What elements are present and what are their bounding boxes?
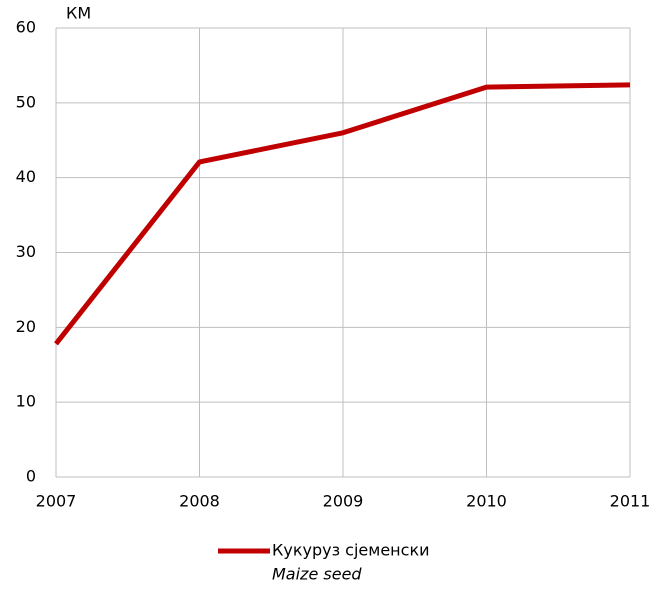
y-tick-label: 40 (16, 167, 36, 186)
legend-label: Кукуруз сјеменски (272, 541, 430, 560)
x-tick-label: 2007 (36, 492, 77, 511)
data-line (54, 82, 631, 346)
x-tick-label: 2010 (466, 492, 507, 511)
y-tick-label: 60 (16, 18, 36, 37)
y-tick-label: 30 (16, 242, 36, 261)
y-tick-label: 20 (16, 317, 36, 336)
y-tick-label: 0 (26, 467, 36, 486)
unit-label: КМ (66, 4, 91, 23)
x-tick-label: 2009 (323, 492, 364, 511)
x-tick-label: 2011 (610, 492, 651, 511)
y-tick-label: 50 (16, 92, 36, 111)
legend-subtitle: Maize seed (272, 565, 362, 584)
x-tick-label: 2008 (179, 492, 220, 511)
y-tick-label: 10 (16, 392, 36, 411)
